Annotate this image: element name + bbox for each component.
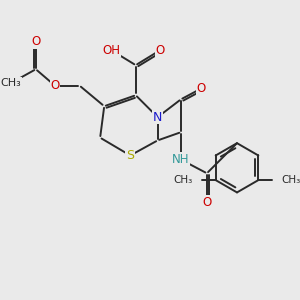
Text: O: O: [50, 79, 60, 92]
Text: N: N: [153, 111, 162, 124]
Text: O: O: [31, 35, 40, 48]
Text: CH₃: CH₃: [281, 175, 300, 185]
Text: CH₃: CH₃: [1, 78, 22, 88]
Text: O: O: [156, 44, 165, 57]
Text: CH₃: CH₃: [174, 175, 193, 185]
Text: OH: OH: [102, 44, 120, 57]
Text: O: O: [202, 196, 212, 208]
Text: S: S: [126, 149, 134, 162]
Text: NH: NH: [172, 153, 190, 166]
Text: O: O: [197, 82, 206, 95]
